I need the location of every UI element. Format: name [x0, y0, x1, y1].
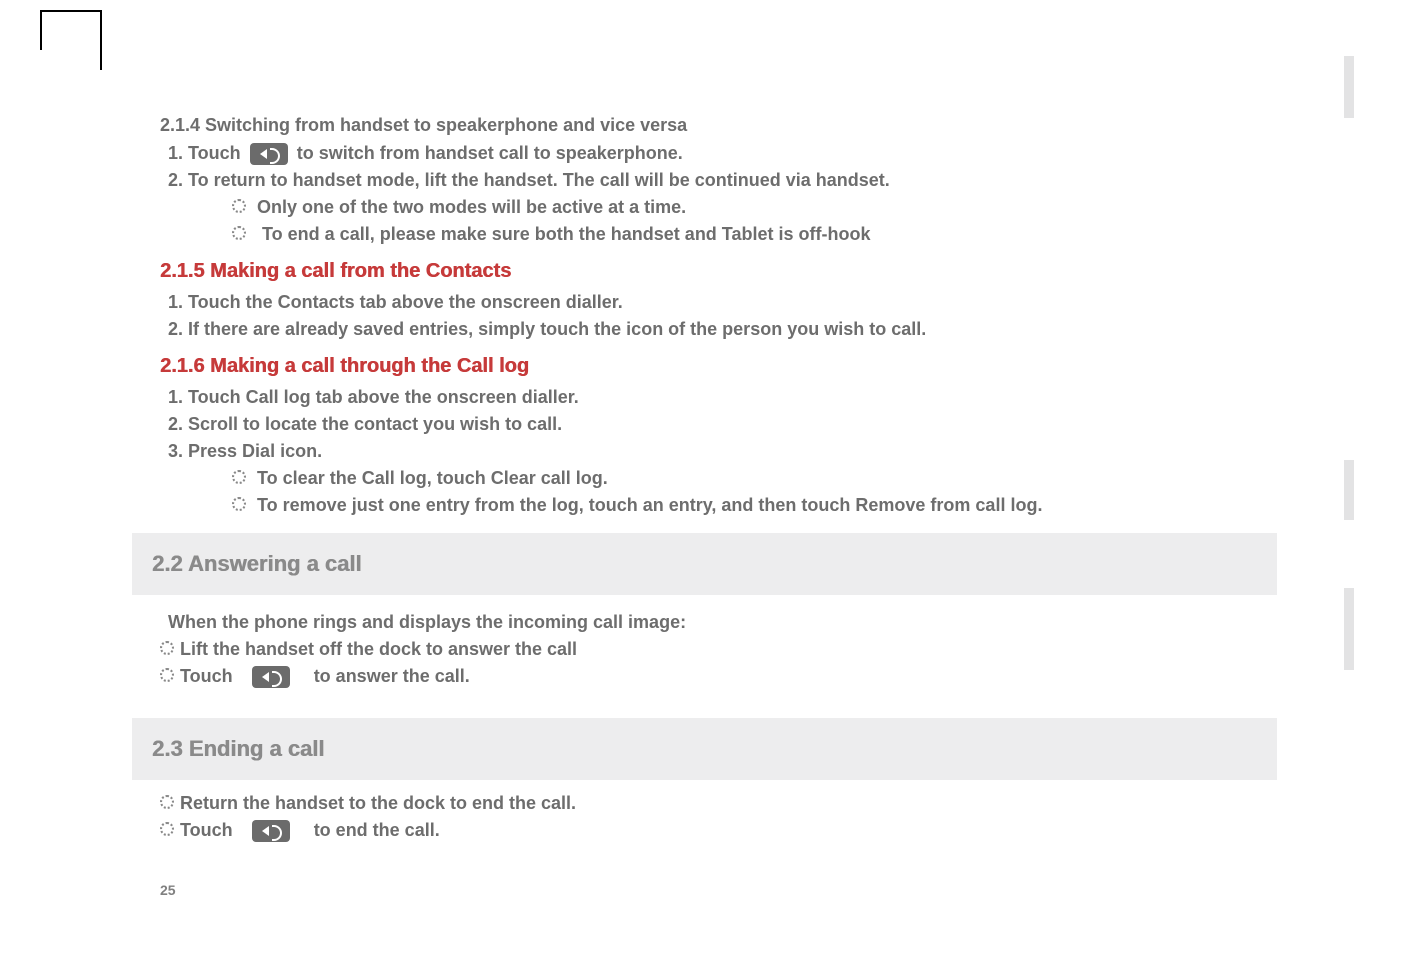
sec22-band: 2.2 Answering a call: [132, 533, 1277, 595]
sec216-note1: To clear the Call log, touch Clear call …: [160, 465, 1270, 492]
bullet-icon: [160, 641, 174, 655]
side-marker-2: [1344, 460, 1354, 520]
sec214-step1a: 1. Touch: [168, 143, 241, 163]
bullet-icon: [232, 497, 246, 511]
bullet-icon: [232, 226, 246, 240]
sec22-b1: Lift the handset off the dock to answer …: [160, 636, 1270, 663]
sec23-band: 2.3 Ending a call: [132, 718, 1277, 780]
bullet-icon: [160, 668, 174, 682]
sec216-step3: 3. Press Dial icon.: [160, 438, 1270, 465]
side-marker-3: [1344, 588, 1354, 670]
page-number: 25: [160, 882, 176, 898]
sec215-step1: 1. Touch the Contacts tab above the onsc…: [160, 289, 1270, 316]
sec23-b1: Return the handset to the dock to end th…: [160, 790, 1270, 817]
bullet-icon: [160, 795, 174, 809]
sec215-title: 2.1.5 Making a call from the Contacts: [160, 260, 1270, 283]
bullet-icon: [232, 199, 246, 213]
sec215-step2: 2. If there are already saved entries, s…: [160, 316, 1270, 343]
speaker-icon: [252, 820, 290, 842]
sec214-step2: 2. To return to handset mode, lift the h…: [160, 167, 1270, 194]
sec22-b2a-text: Touch: [180, 666, 233, 686]
sec214-note2: To end a call, please make sure both the…: [160, 221, 1270, 248]
sec214-note1: Only one of the two modes will be active…: [160, 194, 1270, 221]
sec216-step2: 2. Scroll to locate the contact you wish…: [160, 411, 1270, 438]
page-content: 2.1.4 Switching from handset to speakerp…: [160, 115, 1270, 844]
sec216-note2: To remove just one entry from the log, t…: [160, 492, 1270, 519]
sec22-b1-text: Lift the handset off the dock to answer …: [180, 639, 577, 659]
sec216-step1: 1. Touch Call log tab above the onscreen…: [160, 384, 1270, 411]
sec23-b2: Touch to end the call.: [160, 817, 1270, 844]
speaker-icon: [250, 143, 288, 165]
sec214-note1-text: Only one of the two modes will be active…: [257, 197, 686, 217]
sec23-b1-text: Return the handset to the dock to end th…: [180, 793, 576, 813]
sec22-title: 2.2 Answering a call: [132, 533, 1277, 595]
sec216-title: 2.1.6 Making a call through the Call log: [160, 355, 1270, 378]
sec23-title: 2.3 Ending a call: [132, 718, 1277, 780]
sec22-b2: Touch to answer the call.: [160, 663, 1270, 690]
side-marker-1: [1344, 56, 1354, 118]
sec216-note1-text: To clear the Call log, touch Clear call …: [257, 468, 608, 488]
sec23-b2b-text: to end the call.: [314, 820, 440, 840]
crop-mark-top-inner: [100, 10, 102, 70]
sec214-step1: 1. Touch to switch from handset call to …: [160, 140, 1270, 167]
crop-mark-top-left: [40, 10, 100, 50]
bullet-icon: [232, 470, 246, 484]
sec214-note2-text: To end a call, please make sure both the…: [262, 224, 870, 244]
sec22-intro: When the phone rings and displays the in…: [160, 609, 1270, 636]
sec22-b2b-text: to answer the call.: [314, 666, 470, 686]
sec23-b2a-text: Touch: [180, 820, 233, 840]
sec214-step1b: to switch from handset call to speakerph…: [297, 143, 683, 163]
sec216-note2-text: To remove just one entry from the log, t…: [257, 495, 1042, 515]
bullet-icon: [160, 822, 174, 836]
sec214-title: 2.1.4 Switching from handset to speakerp…: [160, 115, 1270, 136]
speaker-icon: [252, 666, 290, 688]
